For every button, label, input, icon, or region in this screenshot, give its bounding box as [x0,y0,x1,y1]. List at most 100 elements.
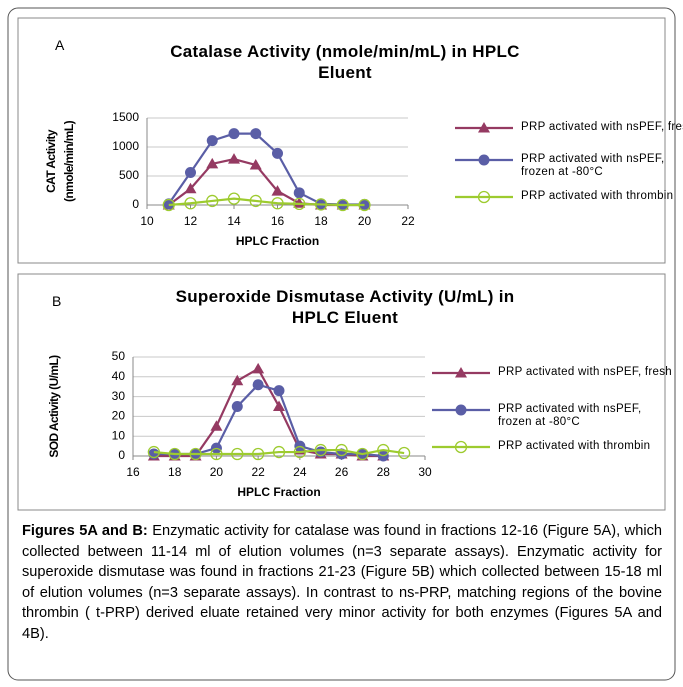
data-point [252,379,264,391]
x-tick-label: 22 [251,465,265,479]
panel-frame [17,273,666,511]
legend-label: PRP activated with thrombin [498,440,651,452]
y-tick-label: 40 [112,369,126,383]
legend-marker [455,404,467,416]
data-point [377,443,390,457]
legend-marker [454,440,468,454]
data-point [228,153,240,164]
data-point [272,147,283,159]
y-tick-label: 0 [118,448,125,462]
data-point [273,400,285,411]
data-point [249,158,262,170]
outer-frame [7,7,676,681]
data-point [210,447,223,461]
data-point [335,443,348,457]
series-line [153,448,405,456]
data-point [206,135,218,147]
chart-title: Superoxide Dismutase Activity (U/mL) in … [175,287,515,327]
data-point [272,445,286,459]
legend-label: PRP activated with nsPEF, frozen at -80°… [498,403,642,428]
data-point [147,445,161,459]
panel-label: B [52,293,62,309]
data-point [227,192,241,205]
data-point [336,198,349,212]
series-line [153,367,384,458]
x-tick-label: 22 [401,214,415,228]
panel-label: A [55,37,65,53]
data-point [206,157,219,169]
x-axis-label: HPLC Fraction [237,485,320,499]
x-tick-label: 30 [418,465,432,479]
data-point [189,447,202,461]
x-tick-label: 12 [184,214,198,228]
x-axis-label: HPLC Fraction [236,234,319,248]
y-tick-label: 10 [112,428,126,442]
data-point [206,194,219,208]
data-point [358,198,371,212]
x-tick-label: 20 [210,465,224,479]
legend-marker [477,190,491,204]
x-tick-label: 18 [314,214,328,228]
y-tick-label: 1500 [112,110,139,124]
data-point [271,185,284,196]
data-point [184,182,197,194]
legend-label: PRP activated with nsPEF, frozen at -80°… [521,153,665,178]
legend-marker [478,154,490,166]
data-point [231,374,244,386]
series-line [168,158,365,207]
data-point [228,128,240,140]
data-point [293,445,307,459]
y-tick-label: 20 [112,409,126,423]
series-line [167,132,365,206]
y-tick-label: 50 [112,349,126,363]
y-tick-label: 30 [112,389,126,403]
panel-frame [17,17,666,264]
legend-marker [478,122,490,133]
data-point [273,385,285,397]
data-point [231,401,243,412]
x-tick-label: 14 [227,214,241,228]
caption: Figures 5A and B: Enzymatic activity for… [22,521,662,644]
data-point [314,198,328,211]
data-point [162,198,175,212]
legend-marker [455,367,467,378]
x-tick-label: 24 [293,465,307,479]
data-point [231,447,244,461]
series-line [153,383,384,458]
x-tick-label: 16 [126,465,140,479]
x-tick-label: 20 [358,214,372,228]
y-axis-label: (nmole/min/mL) [62,120,76,202]
data-point [250,128,262,140]
series-line [168,197,365,207]
caption-text: Enzymatic activity for catalase was foun… [22,523,662,642]
data-point [271,197,284,210]
legend-label: PRP activated with nsPEF, fresh [521,121,683,133]
x-tick-label: 16 [271,214,285,228]
y-axis-label: SOD Activity (U/mL) [47,355,61,458]
data-point [252,362,265,374]
caption-label: Figures 5A and B: [22,523,148,539]
x-tick-label: 26 [335,465,349,479]
data-point [356,447,369,461]
x-tick-label: 10 [140,214,154,228]
data-point [168,447,181,461]
y-tick-label: 500 [119,168,139,182]
data-point [293,187,305,199]
data-point [163,198,175,210]
legend-label: PRP activated with thrombin [521,190,674,202]
y-tick-label: 0 [132,197,139,211]
y-tick-label: 1000 [112,139,139,153]
x-tick-label: 28 [377,465,391,479]
x-tick-label: 18 [168,465,182,479]
legend-label: PRP activated with nsPEF, fresh [498,366,672,378]
data-point [184,197,197,210]
y-axis-label: CAT Activity [44,129,58,193]
data-point [314,443,327,457]
data-point [293,197,306,208]
chart-title: Catalase Activity (nmole/min/mL) in HPLC… [170,42,520,82]
data-point [251,447,265,461]
data-point [293,197,306,210]
data-point [185,167,196,179]
